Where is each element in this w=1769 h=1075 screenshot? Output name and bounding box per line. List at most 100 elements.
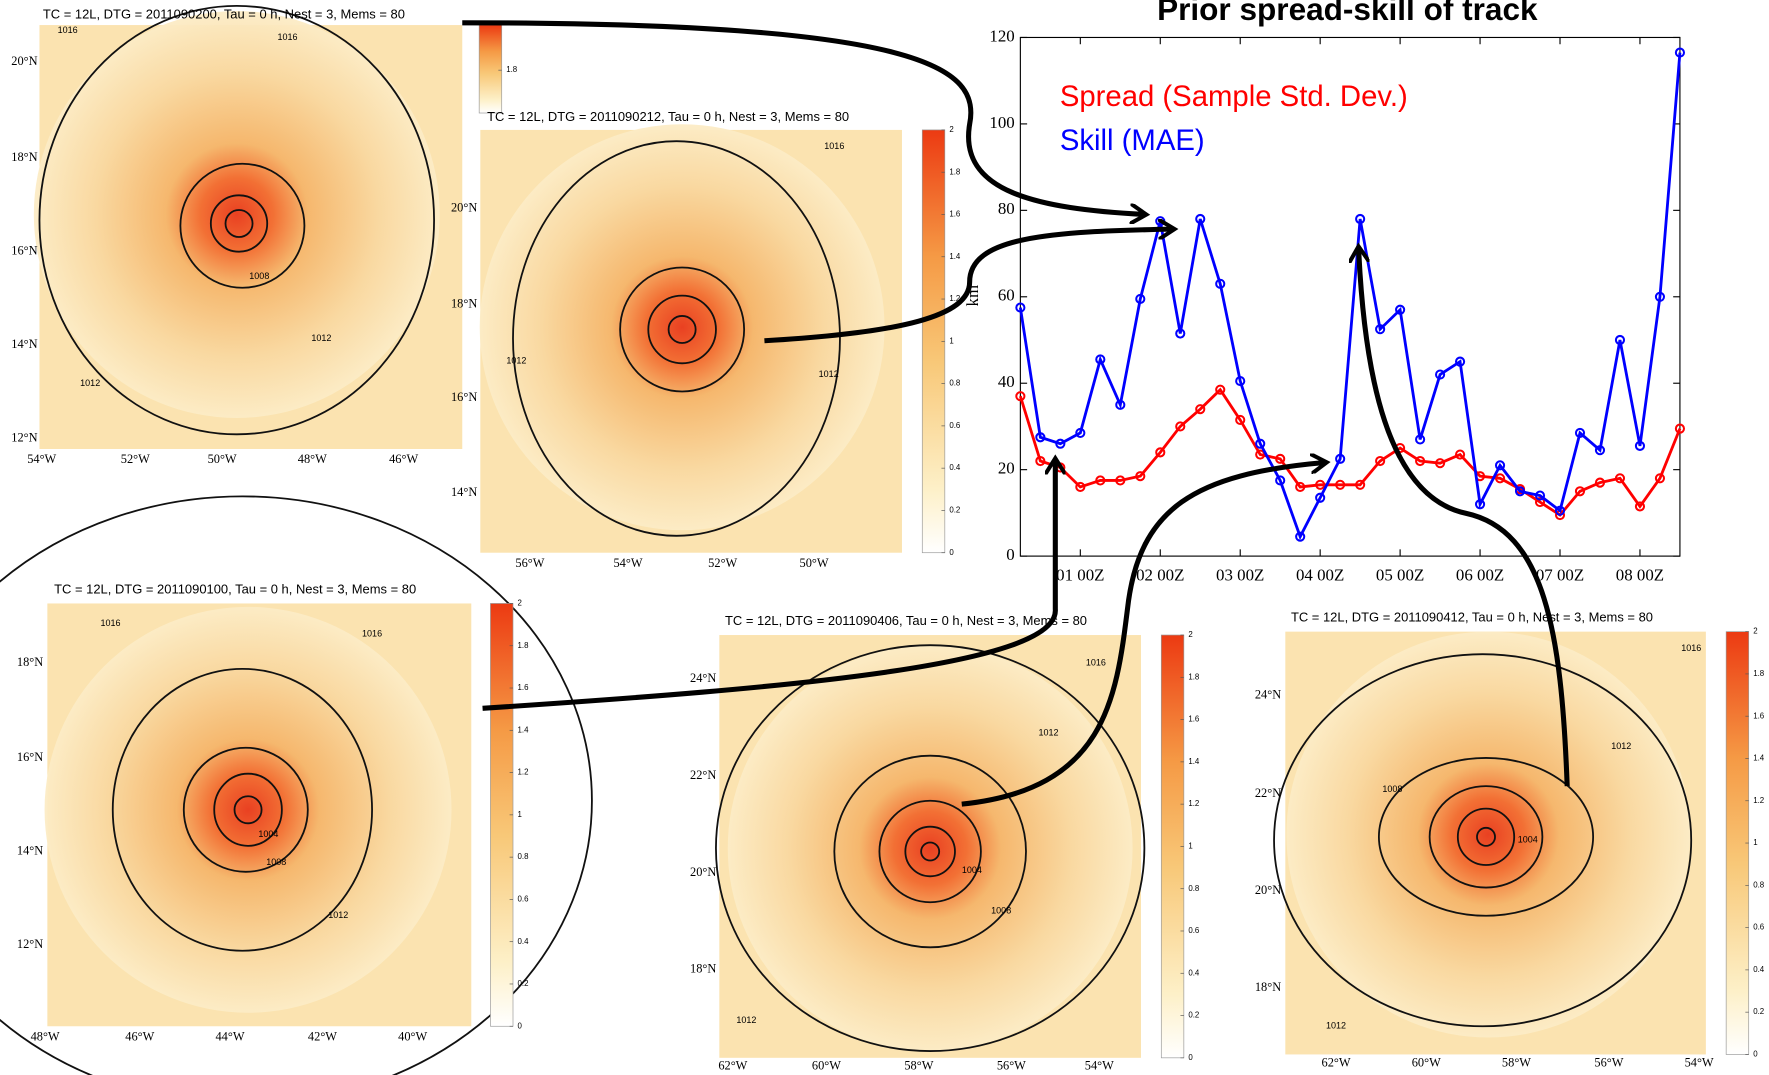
colorbar-tick-label: 1.8 (1753, 669, 1765, 678)
longitude-label: 60°W (1412, 1055, 1441, 1069)
latitude-label: 16°N (11, 244, 37, 258)
y-tick-label: 60 (998, 286, 1015, 305)
contour-label: 1012 (1611, 741, 1631, 751)
colorbar-tick-label: 1.6 (949, 210, 961, 219)
contour-label: 1012 (328, 910, 348, 920)
storm-field (1286, 632, 1690, 1038)
contour-label: 1016 (824, 141, 844, 151)
longitude-label: 56°W (997, 1059, 1026, 1073)
contour-label: 1012 (1326, 1021, 1346, 1031)
longitude-label: 54°W (27, 452, 56, 466)
colorbar-tick-label: 2 (949, 125, 953, 134)
y-tick-label: 100 (989, 113, 1014, 132)
contour-label: 1004 (962, 865, 982, 875)
storm-field (728, 645, 1133, 1051)
x-tick-label: 04 00Z (1296, 565, 1344, 584)
latitude-label: 22°N (690, 768, 716, 782)
colorbar-tick-label: 0.6 (518, 894, 530, 903)
map-title: TC = 12L, DTG = 2011090200, Tau = 0 h, N… (43, 6, 405, 21)
x-tick-label: 02 00Z (1136, 565, 1184, 584)
colorbar-tick-label: 1.8 (518, 641, 530, 650)
longitude-label: 62°W (718, 1059, 747, 1073)
latitude-label: 14°N (11, 337, 37, 351)
longitude-label: 54°W (1685, 1055, 1714, 1069)
contour-label: 1008 (991, 906, 1011, 916)
colorbar-tick-label: 2 (1753, 627, 1757, 636)
colorbar-tick-label: 1.2 (1188, 799, 1199, 808)
longitude-label: 46°W (389, 452, 418, 466)
map-panel: TC = 12L, DTG = 2011090212, Tau = 0 h, N… (451, 109, 961, 570)
contour-label: 1012 (1039, 727, 1059, 737)
colorbar-tick-label: 0.2 (1753, 1007, 1764, 1016)
contour-label: 1008 (266, 857, 286, 867)
colorbar-tick-label: 0 (1753, 1050, 1758, 1059)
map-title: TC = 12L, DTG = 2011090100, Tau = 0 h, N… (54, 581, 416, 596)
colorbar-tick-label: 0.6 (1753, 923, 1765, 932)
colorbar-tick-label: 0.8 (1753, 880, 1765, 889)
legend-entry: Skill (MAE) (1060, 124, 1205, 157)
colorbar-tick-label: 1.6 (518, 683, 530, 692)
colorbar-tick-label: 1 (949, 336, 953, 345)
colorbar-tick-label: 1.4 (949, 252, 961, 261)
colorbar-tick-label: 0.4 (1753, 965, 1765, 974)
y-tick-label: 20 (998, 459, 1015, 478)
map-panel: TC = 12L, DTG = 2011090406, Tau = 0 h, N… (690, 613, 1200, 1073)
map-panel: TC = 12L, DTG = 2011090100, Tau = 0 h, N… (0, 496, 592, 1075)
latitude-label: 24°N (1255, 688, 1281, 702)
contour-label: 1016 (277, 32, 297, 42)
colorbar-tick-label: 1 (518, 810, 522, 819)
x-tick-label: 06 00Z (1456, 565, 1504, 584)
colorbar-tick-label: 0 (518, 1021, 523, 1030)
contour-label: 1016 (1681, 643, 1701, 653)
colorbar-tick-label: 0.4 (949, 463, 961, 472)
colorbar-tick-label: 1.2 (1753, 796, 1764, 805)
x-tick-label: 01 00Z (1056, 565, 1104, 584)
chart-title: Prior spread-skill of track (1157, 0, 1538, 27)
map-panel: TC = 12L, DTG = 2011090412, Tau = 0 h, N… (1255, 610, 1765, 1070)
latitude-label: 20°N (1255, 883, 1281, 897)
longitude-label: 50°W (208, 452, 237, 466)
colorbar-tick-label: 0.8 (518, 852, 530, 861)
y-tick-label: 40 (998, 372, 1015, 391)
map-title: TC = 12L, DTG = 2011090406, Tau = 0 h, N… (725, 613, 1087, 628)
contour-label: 1008 (1382, 784, 1402, 794)
latitude-label: 18°N (11, 150, 37, 164)
x-tick-label: 07 00Z (1536, 565, 1584, 584)
figure: TC = 12L, DTG = 2011090200, Tau = 0 h, N… (0, 0, 1769, 1075)
longitude-label: 48°W (298, 452, 327, 466)
latitude-label: 18°N (1255, 980, 1281, 994)
contour-label: 1016 (362, 628, 382, 638)
colorbar-tick-label: 0.6 (949, 421, 961, 430)
latitude-label: 12°N (11, 431, 37, 445)
colorbar-tick-label: 1.4 (1188, 757, 1200, 766)
contour-label: 1012 (80, 378, 100, 388)
storm-field (480, 124, 885, 530)
longitude-label: 58°W (904, 1059, 933, 1073)
map-title: TC = 12L, DTG = 2011090212, Tau = 0 h, N… (487, 109, 849, 124)
colorbar-tick-label: 0.2 (1188, 1011, 1199, 1020)
contour-label: 1016 (58, 25, 78, 35)
colorbar-tick-label: 0.6 (1188, 926, 1200, 935)
colorbar-tick-label: 0.8 (1188, 884, 1200, 893)
colorbar-tick-label: 0 (949, 548, 954, 557)
longitude-label: 58°W (1502, 1055, 1531, 1069)
colorbar-tick-label: 0.4 (518, 937, 530, 946)
contour-label: 1012 (506, 355, 526, 365)
latitude-label: 20°N (11, 54, 37, 68)
map-panel: TC = 12L, DTG = 2011090200, Tau = 0 h, N… (11, 6, 518, 466)
line-chart: Prior spread-skill of track km 020406080… (963, 0, 1684, 584)
colorbar-tick-label: 1 (1188, 842, 1192, 851)
map-title: TC = 12L, DTG = 2011090412, Tau = 0 h, N… (1291, 610, 1653, 625)
latitude-label: 18°N (451, 297, 477, 311)
colorbar-tick-label: 0.2 (949, 506, 960, 515)
y-tick-label: 0 (1006, 545, 1014, 564)
colorbar-tick-label: 1.4 (518, 725, 530, 734)
colorbar-tick-label: 0.8 (949, 379, 961, 388)
latitude-label: 24°N (690, 671, 716, 685)
latitude-label: 16°N (17, 750, 43, 764)
colorbar-tick-label: 1.6 (1753, 711, 1765, 720)
contour-label: 1004 (258, 829, 278, 839)
colorbar-tick-label: 1.2 (518, 768, 529, 777)
plot-area (1020, 37, 1680, 556)
y-tick-label: 80 (998, 199, 1015, 218)
